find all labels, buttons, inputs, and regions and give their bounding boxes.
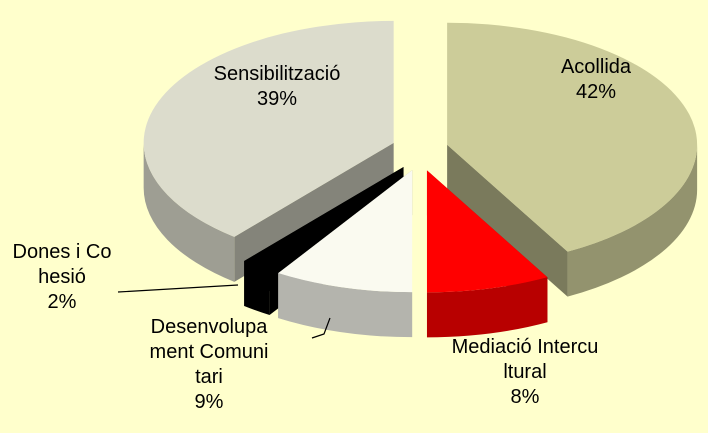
leader-line <box>117 284 239 293</box>
slice <box>244 166 404 270</box>
slice <box>278 170 413 293</box>
category-label: Dones i Cohesió <box>12 241 112 288</box>
value-label: 9% <box>194 391 224 413</box>
pie-slice <box>426 170 548 338</box>
leader-line <box>311 317 331 339</box>
value-label: 42% <box>575 81 617 103</box>
slice-label: Mediació Intercultural 8% <box>450 335 600 410</box>
pie-slice <box>447 22 698 297</box>
pie-slice <box>278 170 413 338</box>
value-label: 2% <box>47 291 77 313</box>
category-label: Sensibilització <box>213 63 341 85</box>
value-label: 8% <box>510 386 540 408</box>
slice-label: Acollida 42% <box>526 55 666 105</box>
category-label: Mediació Intercultural <box>451 336 599 383</box>
slice <box>143 20 394 237</box>
slice-label: Dones i Cohesió 2% <box>12 240 112 315</box>
category-label: Acollida <box>560 56 632 78</box>
category-label: Desenvolupament Comunitari <box>149 316 269 388</box>
value-label: 39% <box>256 88 298 110</box>
slice-label: Sensibilització 39% <box>192 62 362 112</box>
slice <box>426 170 548 293</box>
slice-side <box>447 144 568 297</box>
slice-label: Desenvolupament Comunitari 9% <box>148 315 270 415</box>
slice-side <box>278 273 413 338</box>
slice <box>447 22 698 252</box>
slice-side <box>426 277 548 338</box>
slice-side <box>143 142 235 282</box>
slice-side <box>244 260 270 315</box>
slice-side <box>567 144 698 297</box>
